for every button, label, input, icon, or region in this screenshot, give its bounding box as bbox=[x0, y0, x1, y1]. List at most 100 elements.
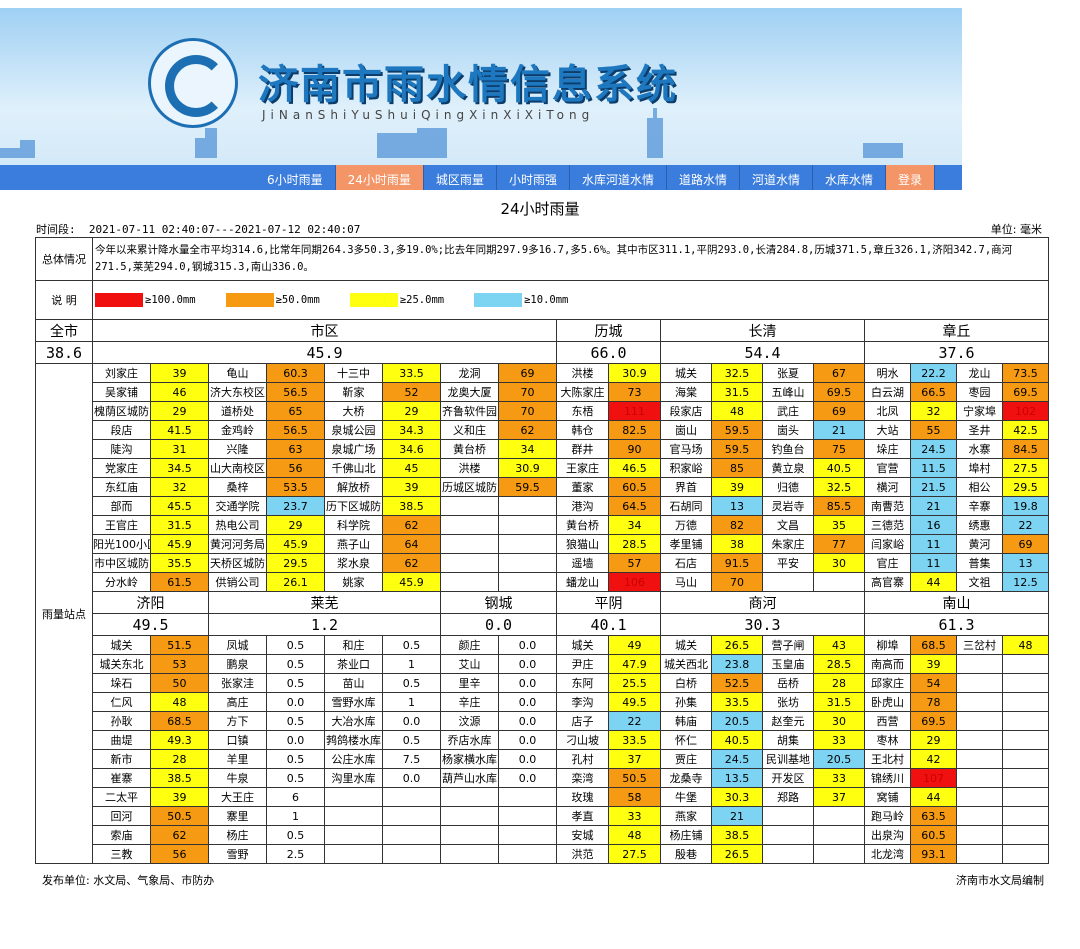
station-name: 玫瑰 bbox=[556, 787, 609, 807]
station-rainfall: 77 bbox=[813, 534, 865, 554]
station-name: 曲堤 bbox=[92, 730, 151, 750]
station-rainfall: 51.5 bbox=[150, 635, 209, 655]
station-name: 义和庄 bbox=[440, 420, 499, 440]
station-rainfall: 21 bbox=[910, 496, 957, 516]
station-name: 颜庄 bbox=[440, 635, 499, 655]
station-name: 洪范 bbox=[556, 844, 609, 864]
region-average: 61.3 bbox=[863, 613, 1050, 636]
table-row: 全市 市区 历城 长清 章丘 bbox=[35, 319, 1050, 342]
empty-cell bbox=[956, 825, 1003, 845]
station-name: 店子 bbox=[556, 711, 609, 731]
station-rainfall: 11 bbox=[910, 534, 957, 554]
station-name: 历城区城防 bbox=[440, 477, 499, 497]
station-rainfall: 39 bbox=[711, 477, 763, 497]
time-period: 时间段: 2021-07-11 02:40:07---2021-07-12 02… bbox=[36, 221, 360, 237]
station-name: 靳家 bbox=[324, 382, 383, 402]
legend-label: ≥50.0mm bbox=[275, 294, 320, 306]
station-rainfall: 6 bbox=[266, 787, 325, 807]
station-rainfall: 70 bbox=[711, 572, 763, 592]
empty-cell bbox=[440, 515, 499, 535]
nav-item[interactable]: 城区雨量 bbox=[424, 165, 497, 190]
station-rainfall: 29.5 bbox=[266, 553, 325, 573]
legend-label: ≥10.0mm bbox=[524, 294, 569, 306]
station-rainfall: 0.0 bbox=[498, 730, 557, 750]
station-rainfall: 0.5 bbox=[266, 825, 325, 845]
station-name: 辛寨 bbox=[956, 496, 1003, 516]
station-name: 港沟 bbox=[556, 496, 609, 516]
station-name: 张夏 bbox=[762, 363, 814, 383]
station-name: 泉城广场 bbox=[324, 439, 383, 459]
station-rainfall: 59.5 bbox=[711, 420, 763, 440]
empty-cell bbox=[440, 806, 499, 826]
station-name: 相公 bbox=[956, 477, 1003, 497]
nav-item[interactable]: 水库水情 bbox=[813, 165, 887, 190]
region-name: 章丘 bbox=[863, 319, 1050, 342]
table-row: 济阳 莱芜 钢城 平阴 商河 南山 bbox=[36, 591, 1050, 614]
empty-cell bbox=[956, 654, 1003, 674]
station-rainfall: 90 bbox=[608, 439, 661, 459]
region-name: 市区 bbox=[92, 319, 557, 342]
station-rainfall: 30 bbox=[813, 553, 865, 573]
station-rainfall: 73 bbox=[608, 382, 661, 402]
station-name: 济大东校区 bbox=[208, 382, 267, 402]
station-name: 大冶水库 bbox=[324, 711, 383, 731]
station-rainfall: 59.5 bbox=[711, 439, 763, 459]
table-row: 吴家铺 46 济大东校区 56.5 靳家 52 龙奥大厦 70 大陈家庄 73 海棠 31.5 五峰山 6… bbox=[36, 382, 1050, 402]
station-name: 供销公司 bbox=[208, 572, 267, 592]
table-row: 雨量站点 刘家庄 39 龟山 60.3 十三中 33.5 龙洞 69 洪楼 30.9 城关 32.5 张夏… bbox=[35, 363, 1050, 864]
station-rainfall: 42 bbox=[910, 749, 957, 769]
station-rainfall: 29 bbox=[150, 401, 209, 421]
station-rainfall: 70 bbox=[498, 382, 557, 402]
nav-item[interactable]: 小时雨强 bbox=[497, 165, 570, 190]
station-rainfall: 28 bbox=[813, 673, 865, 693]
station-rainfall: 45.9 bbox=[150, 534, 209, 554]
legend-label: ≥25.0mm bbox=[399, 294, 445, 306]
station-name: 回河 bbox=[92, 806, 151, 826]
station-rainfall: 69 bbox=[1001, 534, 1050, 554]
empty-cell bbox=[1001, 825, 1050, 845]
nav-item[interactable]: 24小时雨量 bbox=[335, 165, 424, 190]
station-name: 山大南校区 bbox=[208, 458, 267, 478]
empty-cell bbox=[813, 825, 865, 845]
station-name: 雪野 bbox=[208, 844, 267, 864]
city-label: 全市 bbox=[35, 319, 93, 342]
station-rainfall: 46 bbox=[150, 382, 209, 402]
nav-item[interactable]: 河道水情 bbox=[740, 165, 813, 190]
station-name: 石店 bbox=[660, 553, 712, 573]
region-name: 济阳 bbox=[92, 591, 209, 614]
station-rainfall: 24.5 bbox=[910, 439, 957, 459]
station-rainfall: 0.0 bbox=[498, 673, 557, 693]
empty-cell bbox=[440, 534, 499, 554]
station-name: 官庄 bbox=[864, 553, 911, 573]
station-rainfall: 61.5 bbox=[150, 572, 209, 592]
station-rainfall: 34 bbox=[608, 515, 661, 535]
station-name: 龙奥大厦 bbox=[440, 382, 499, 402]
station-rainfall: 0.5 bbox=[382, 673, 441, 693]
empty-cell bbox=[1001, 730, 1050, 750]
nav-item[interactable]: 道路水情 bbox=[667, 165, 740, 190]
station-rainfall: 49 bbox=[608, 635, 661, 655]
nav-item[interactable]: 6小时雨量 bbox=[255, 165, 336, 190]
station-rainfall: 29 bbox=[266, 515, 325, 535]
station-rainfall: 32 bbox=[910, 401, 957, 421]
table-row: 王官庄 31.5 热电公司 29 科学院 62 黄台桥 34 万德 82 文昌 35 三德范 16 绣惠 22 bbox=[36, 515, 1050, 535]
station-rainfall: 66.5 bbox=[910, 382, 957, 402]
station-rainfall: 82 bbox=[711, 515, 763, 535]
station-rainfall: 56 bbox=[266, 458, 325, 478]
nav-item[interactable]: 登录 bbox=[886, 165, 936, 190]
station-name: 解放桥 bbox=[324, 477, 383, 497]
station-rainfall: 30.3 bbox=[711, 787, 763, 807]
empty-cell bbox=[324, 825, 383, 845]
nav-item[interactable]: 水库河道水情 bbox=[570, 165, 667, 190]
station-name: 苗山 bbox=[324, 673, 383, 693]
region-average: 1.2 bbox=[208, 613, 441, 636]
empty-cell bbox=[498, 825, 557, 845]
table-row: 孙耿 68.5 方下 0.5 大冶水库 0.0 汶源 0.0 店子 22 韩庙 20.5 赵奎元 30 西营… bbox=[36, 711, 1050, 731]
station-rainfall: 28.5 bbox=[608, 534, 661, 554]
station-rainfall: 39 bbox=[150, 363, 209, 383]
station-name: 新市 bbox=[92, 749, 151, 769]
empty-cell bbox=[1001, 749, 1050, 769]
station-rainfall: 62 bbox=[382, 515, 441, 535]
station-rainfall: 53 bbox=[150, 654, 209, 674]
station-name: 方下 bbox=[208, 711, 267, 731]
